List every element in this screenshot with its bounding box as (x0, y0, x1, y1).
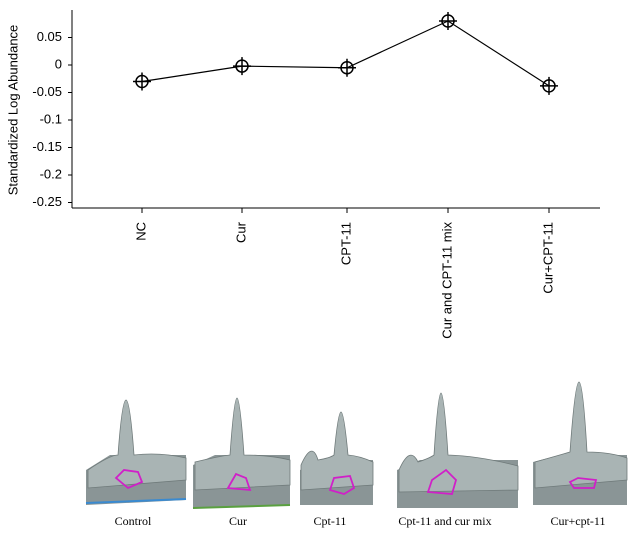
peak (534, 381, 628, 489)
peak-image (397, 392, 519, 508)
peak (300, 411, 374, 491)
x-tick-label: NC (133, 222, 148, 241)
data-point (439, 12, 457, 30)
x-tick-label: Cur and CPT-11 mix (439, 222, 454, 339)
peak-image (533, 381, 628, 505)
y-tick-label: 0.05 (37, 29, 62, 44)
y-tick-label: -0.15 (32, 139, 62, 154)
peak-image (192, 397, 291, 509)
peak (398, 392, 519, 493)
spot-outline (114, 469, 144, 490)
image-caption: Cur (229, 514, 247, 528)
y-tick-label: -0.1 (40, 111, 62, 126)
y-axis-label: Standardized Log Abundance (5, 25, 20, 196)
peak-image (85, 399, 187, 505)
spot-outline (426, 468, 458, 495)
x-tick-label: Cur (233, 221, 248, 243)
x-tick-label: CPT-11 (338, 222, 353, 265)
image-caption: Control (115, 514, 152, 528)
spot-outline (328, 475, 356, 495)
image-caption: Cur+cpt-11 (551, 514, 606, 528)
data-line (141, 20, 550, 87)
y-tick-label: 0 (55, 56, 62, 71)
data-point (540, 76, 558, 95)
x-tick-label: Cur+CPT-11 (540, 222, 555, 294)
peak-image (300, 411, 374, 505)
data-point (233, 57, 251, 76)
image-caption: Cpt-11 (314, 514, 347, 528)
y-tick-label: -0.2 (40, 166, 62, 181)
peak-images (85, 381, 628, 509)
data-point (338, 58, 356, 77)
spot-outline (568, 477, 598, 489)
surface-edge (192, 504, 291, 509)
y-tick-label: -0.05 (32, 84, 62, 99)
data-point (133, 72, 151, 91)
y-tick-label: -0.25 (32, 194, 62, 209)
surface-edge (85, 498, 187, 504)
image-caption: Cpt-11 and cur mix (398, 514, 491, 528)
peak (194, 397, 291, 491)
peak (87, 399, 187, 489)
spot-outline (226, 472, 252, 492)
